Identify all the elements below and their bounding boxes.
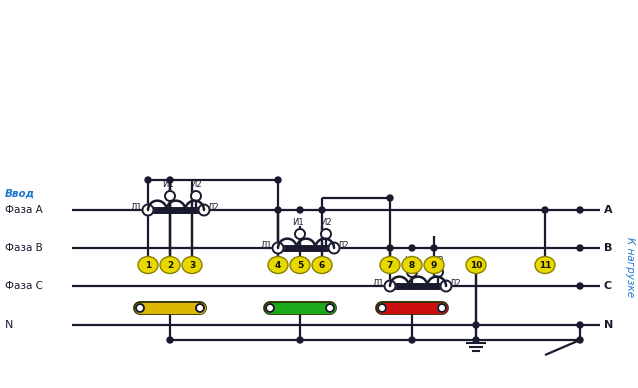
- Text: С: С: [604, 281, 612, 291]
- Circle shape: [295, 229, 305, 239]
- Text: Фаза В: Фаза В: [5, 243, 43, 253]
- Circle shape: [193, 208, 198, 213]
- Circle shape: [577, 245, 583, 251]
- Circle shape: [321, 229, 331, 239]
- Ellipse shape: [160, 256, 180, 274]
- Circle shape: [326, 304, 334, 312]
- Text: К нагрузке: К нагрузке: [625, 237, 635, 298]
- Text: В: В: [604, 243, 612, 253]
- Circle shape: [385, 281, 396, 291]
- Ellipse shape: [182, 256, 202, 274]
- Text: Ввод: Ввод: [5, 188, 35, 198]
- Circle shape: [387, 195, 393, 201]
- Circle shape: [438, 304, 446, 312]
- Circle shape: [168, 208, 172, 213]
- Circle shape: [165, 191, 175, 201]
- Circle shape: [577, 337, 583, 343]
- Text: 9: 9: [431, 260, 437, 270]
- Text: И2: И2: [320, 218, 332, 227]
- Circle shape: [440, 281, 452, 291]
- Text: Л2: Л2: [338, 241, 350, 251]
- Text: 10: 10: [470, 260, 482, 270]
- Circle shape: [410, 284, 415, 289]
- Circle shape: [436, 284, 440, 289]
- Ellipse shape: [138, 256, 158, 274]
- Text: 11: 11: [538, 260, 551, 270]
- Text: 8: 8: [409, 260, 415, 270]
- Text: N: N: [5, 320, 13, 330]
- Circle shape: [387, 245, 393, 251]
- Circle shape: [167, 177, 173, 183]
- Circle shape: [329, 242, 339, 253]
- Circle shape: [577, 207, 583, 213]
- Text: Л1: Л1: [260, 241, 272, 251]
- Circle shape: [145, 177, 151, 183]
- Circle shape: [319, 207, 325, 213]
- Ellipse shape: [380, 256, 400, 274]
- Text: 2: 2: [167, 260, 173, 270]
- Text: 1: 1: [145, 260, 151, 270]
- Text: 5: 5: [297, 260, 303, 270]
- Text: 4: 4: [275, 260, 281, 270]
- Text: И1: И1: [292, 218, 304, 227]
- Circle shape: [266, 304, 274, 312]
- Ellipse shape: [290, 256, 310, 274]
- Circle shape: [542, 207, 548, 213]
- Circle shape: [473, 322, 479, 328]
- Circle shape: [297, 337, 303, 343]
- Circle shape: [323, 246, 329, 251]
- Text: 3: 3: [189, 260, 195, 270]
- Circle shape: [409, 337, 415, 343]
- Text: И2: И2: [190, 180, 202, 189]
- Text: Фаза С: Фаза С: [5, 281, 43, 291]
- Text: Л1: Л1: [373, 279, 384, 289]
- Circle shape: [142, 204, 154, 215]
- Text: Л2: Л2: [450, 279, 462, 289]
- Circle shape: [577, 322, 583, 328]
- Circle shape: [275, 177, 281, 183]
- Circle shape: [378, 304, 386, 312]
- Circle shape: [198, 204, 209, 215]
- Circle shape: [167, 337, 173, 343]
- Text: Л2: Л2: [208, 203, 219, 213]
- Ellipse shape: [402, 256, 422, 274]
- Circle shape: [407, 267, 417, 277]
- Text: N: N: [604, 320, 613, 330]
- Circle shape: [272, 242, 283, 253]
- Text: Фаза А: Фаза А: [5, 205, 43, 215]
- Ellipse shape: [466, 256, 486, 274]
- Circle shape: [409, 245, 415, 251]
- Circle shape: [196, 304, 204, 312]
- Text: 6: 6: [319, 260, 325, 270]
- Ellipse shape: [535, 256, 555, 274]
- Circle shape: [431, 245, 437, 251]
- Ellipse shape: [268, 256, 288, 274]
- Ellipse shape: [312, 256, 332, 274]
- Circle shape: [297, 246, 302, 251]
- Text: 7: 7: [387, 260, 393, 270]
- Circle shape: [136, 304, 144, 312]
- Circle shape: [297, 207, 303, 213]
- Ellipse shape: [424, 256, 444, 274]
- Circle shape: [433, 267, 443, 277]
- Text: А: А: [604, 205, 612, 215]
- Circle shape: [191, 191, 201, 201]
- Text: И2: И2: [432, 256, 444, 265]
- Circle shape: [577, 283, 583, 289]
- Text: Л1: Л1: [130, 203, 142, 213]
- Circle shape: [473, 337, 479, 343]
- Text: И1: И1: [404, 256, 416, 265]
- Circle shape: [275, 207, 281, 213]
- Text: И1: И1: [162, 180, 174, 189]
